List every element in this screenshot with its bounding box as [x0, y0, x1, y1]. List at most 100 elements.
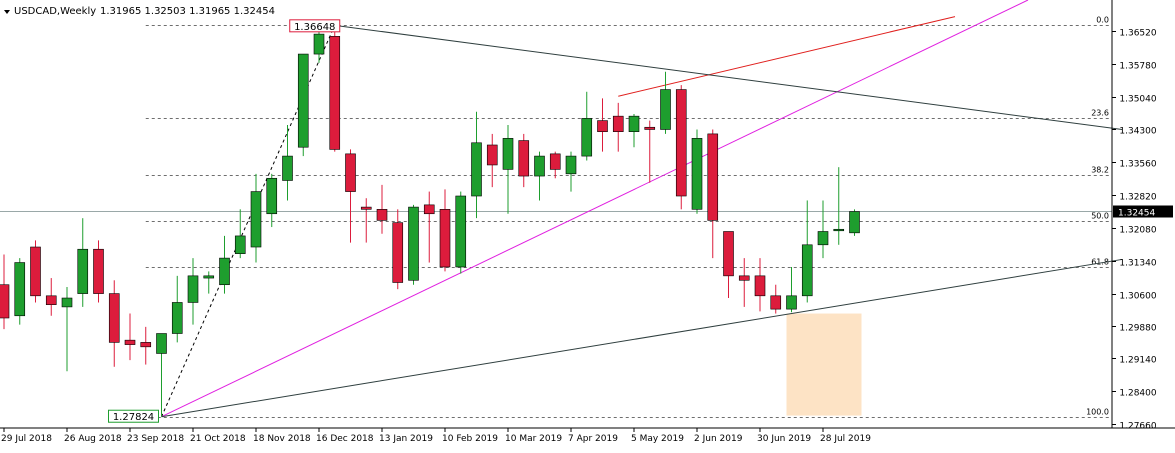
fib-level-label: 23.6 [1091, 109, 1109, 118]
candle-body [266, 177, 278, 215]
x-tick-label: 21 Oct 2018 [190, 434, 246, 444]
candle-body [644, 126, 656, 130]
annotations: 1.36648 1.27824 [108, 19, 341, 423]
x-tick-label: 7 Apr 2019 [568, 434, 618, 444]
candle-body [801, 244, 813, 297]
candle-body [534, 155, 545, 177]
highlight-zone [786, 313, 862, 416]
candle-body [108, 293, 120, 343]
candle-body [329, 36, 341, 150]
x-tick-label: 13 Jan 2019 [379, 434, 433, 444]
fib-level-label: 50.0 [1091, 212, 1109, 221]
candle-body [754, 275, 766, 297]
candle-body [124, 339, 136, 345]
x-tick-label: 16 Dec 2018 [316, 434, 374, 444]
x-tick-label: 5 May 2019 [631, 434, 684, 444]
high-price-label-box [289, 19, 341, 33]
y-tick-label: 1.35040 [1119, 95, 1156, 105]
candle-body [187, 275, 199, 303]
fib-level-label: 38.2 [1091, 166, 1109, 175]
x-tick-label: 10 Mar 2019 [505, 434, 562, 444]
candle-body [171, 302, 183, 334]
candle-body [360, 206, 372, 210]
magenta-trend-line [161, 0, 1029, 418]
x-tick-label: 23 Sep 2018 [127, 434, 184, 444]
candle-body [471, 142, 482, 197]
y-tick-label: 1.30600 [1119, 292, 1156, 302]
y-tick-label: 1.29140 [1119, 356, 1156, 366]
candles [0, 25, 860, 417]
candle-body [313, 33, 325, 55]
y-tick-label: 1.35780 [1119, 62, 1156, 72]
low-price-label-text: 1.27824 [113, 412, 154, 423]
candle-body [345, 153, 356, 192]
chart-header: USDCAD,Weekly 1.31965 1.32503 1.31965 1.… [4, 6, 275, 17]
fib-level-label: 0.0 [1096, 16, 1109, 25]
y-tick-label: 1.27660 [1119, 422, 1156, 432]
x-tick-label: 2 Jun 2019 [694, 434, 743, 444]
candle-body [392, 222, 404, 283]
current-price-marker [1113, 205, 1173, 218]
candle-body [77, 248, 89, 294]
candle-body [93, 248, 104, 294]
y-tick-label: 1.34300 [1119, 127, 1156, 137]
x-tick-label: 28 Jul 2019 [820, 434, 871, 444]
candle-body [817, 231, 829, 246]
candle-body [250, 191, 262, 248]
candle-body [297, 53, 309, 148]
y-tick-label: 1.29880 [1119, 324, 1156, 334]
candle-body [282, 155, 293, 181]
candle-body [219, 257, 230, 286]
candle-body [455, 195, 467, 268]
support-trend-line [161, 258, 1123, 418]
low-price-label-box [108, 409, 159, 423]
highlight-layer [786, 313, 862, 416]
candle-body [849, 211, 860, 234]
candle-body [0, 284, 10, 319]
y-tick-label: 1.36520 [1119, 29, 1156, 39]
candle-body [581, 118, 593, 157]
candle-body [439, 209, 451, 268]
candle-body [660, 89, 671, 130]
x-tick-label: 30 Jun 2019 [757, 434, 811, 444]
candle-body [140, 342, 152, 348]
x-tick-label: 18 Nov 2018 [253, 434, 311, 444]
x-tick-label: 29 Jul 2018 [1, 434, 52, 444]
candle-body [376, 209, 388, 221]
y-tick-label: 1.33560 [1119, 160, 1156, 170]
fib-levels: 0.0 23.6 38.2 50.0 61.8 100.0 [0, 16, 1112, 418]
high-price-label-text: 1.36648 [294, 22, 335, 33]
fib-level-label: 100.0 [1086, 408, 1109, 417]
red-trend-line [618, 16, 956, 97]
candle-body [675, 89, 687, 197]
candle-body [723, 231, 734, 277]
candle-body [691, 138, 703, 210]
y-tick-label: 1.32820 [1119, 193, 1156, 203]
candle-body [61, 297, 73, 308]
dropdown-triangle-icon[interactable] [4, 10, 10, 14]
candle-body [156, 333, 167, 354]
candle-body [549, 153, 561, 170]
candle-body [234, 235, 246, 254]
fib-level-label: 61.8 [1091, 258, 1109, 267]
candle-body [486, 144, 498, 166]
candle-body [738, 275, 750, 281]
candle-body [770, 295, 782, 310]
high-price-label: 1.36648 [289, 19, 341, 33]
candle-body [502, 138, 514, 170]
resistance-trend-line [334, 24, 1123, 130]
candle-body [833, 228, 845, 232]
candle-body [612, 115, 624, 132]
candle-body [628, 115, 640, 132]
symbol-label: USDCAD,Weekly [14, 6, 96, 17]
y-tick-label: 1.32080 [1119, 226, 1156, 236]
candle-body [30, 246, 41, 297]
candle-body [408, 206, 419, 281]
candle-body [707, 133, 719, 221]
ohlc-values: 1.31965 1.32503 1.31965 1.32454 [100, 6, 275, 17]
candle-body [597, 120, 608, 132]
